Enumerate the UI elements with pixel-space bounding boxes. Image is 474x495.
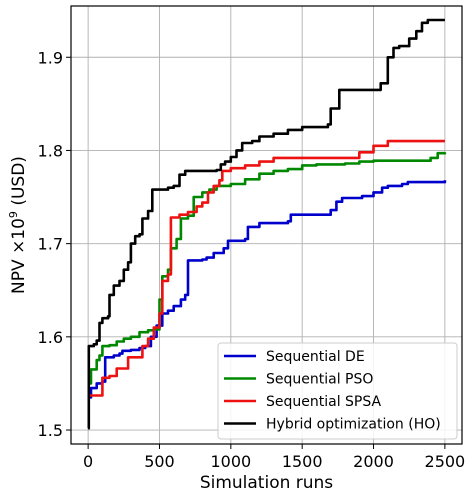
y-tick-label: 1.7 — [38, 235, 63, 254]
legend-box — [217, 342, 458, 440]
series-line-2 — [88, 139, 445, 397]
x-axis-label: Simulation runs — [200, 473, 333, 493]
axis-ticks: 0 500 1000 1500 2000 2500 1.5 1.6 1.7 1.8 1.9 — [38, 48, 466, 471]
series-line-1 — [88, 151, 447, 385]
x-tick-label: 1500 — [282, 452, 323, 471]
y-tick-label: 1.8 — [38, 141, 63, 160]
legend-label: Sequential SPSA — [266, 394, 382, 410]
y-tick-label: 1.9 — [38, 48, 63, 67]
x-tick-label: 500 — [144, 452, 175, 471]
x-tick-label: 2500 — [425, 452, 466, 471]
legend-label: Sequential DE — [266, 349, 365, 365]
y-tick-label: 1.6 — [38, 328, 63, 347]
series-line-3 — [87, 18, 445, 430]
y-axis-label: NPV ×109 (USD) — [7, 156, 29, 294]
legend-label: Sequential PSO — [266, 372, 373, 388]
series-lines — [87, 18, 447, 430]
y-tick-label: 1.5 — [38, 421, 63, 440]
series-line-0 — [88, 180, 447, 399]
x-tick-label: 0 — [83, 452, 93, 471]
plot-frame — [70, 5, 463, 445]
legend: Sequential DE Sequential PSO Sequential SP… — [217, 342, 458, 440]
grid — [71, 6, 462, 444]
x-tick-label: 1000 — [210, 452, 251, 471]
legend-label: Hybrid optimization (HO) — [266, 417, 441, 433]
x-tick-label: 2000 — [353, 452, 394, 471]
